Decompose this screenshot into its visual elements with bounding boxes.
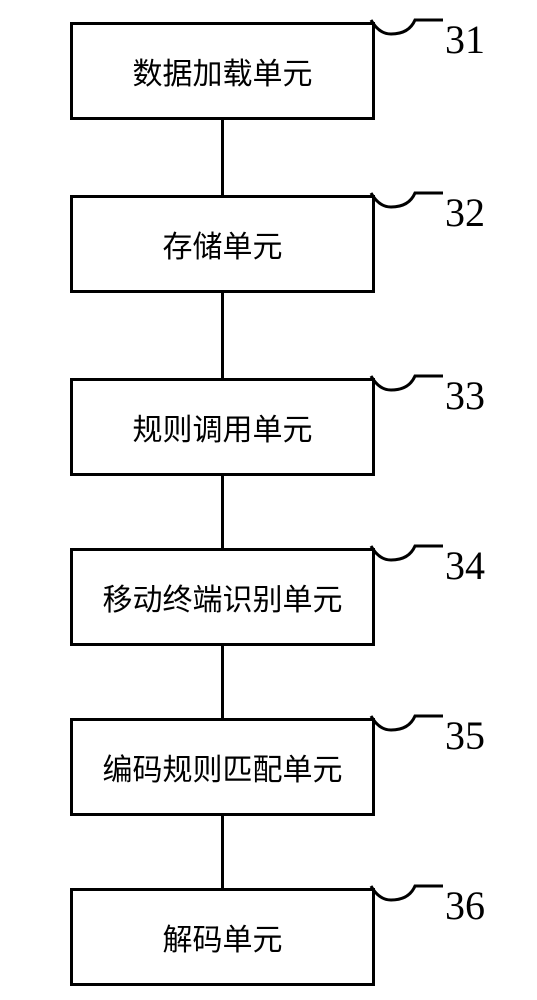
callout-35 (365, 698, 455, 758)
flow-node-n5: 编码规则匹配单元 (70, 718, 375, 816)
flow-node-n3: 规则调用单元 (70, 378, 375, 476)
edge-n2-n3 (221, 293, 224, 378)
callout-34 (365, 528, 455, 588)
flow-node-n2: 存储单元 (70, 195, 375, 293)
edge-n3-n4 (221, 476, 224, 548)
edge-n1-n2 (221, 120, 224, 195)
flow-node-label: 编码规则匹配单元 (103, 745, 343, 789)
flow-node-label: 规则调用单元 (133, 405, 313, 449)
edge-n5-n6 (221, 816, 224, 888)
flow-node-label: 解码单元 (163, 915, 283, 959)
callout-36 (365, 868, 455, 928)
flow-node-n6: 解码单元 (70, 888, 375, 986)
flow-node-n1: 数据加载单元 (70, 22, 375, 120)
callout-32 (365, 175, 455, 235)
flow-node-label: 移动终端识别单元 (103, 575, 343, 619)
callout-33 (365, 358, 455, 418)
flow-node-label: 存储单元 (163, 222, 283, 266)
edge-n4-n5 (221, 646, 224, 718)
callout-31 (365, 2, 455, 62)
flow-node-label: 数据加载单元 (133, 49, 313, 93)
flow-node-n4: 移动终端识别单元 (70, 548, 375, 646)
